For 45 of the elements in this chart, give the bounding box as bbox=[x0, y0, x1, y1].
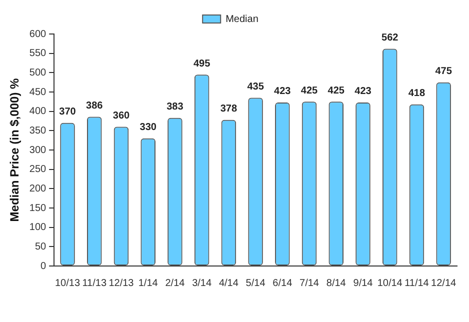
y-tick-label: 550 bbox=[29, 48, 47, 60]
x-tick-label: 10/14 bbox=[377, 278, 403, 289]
x-tick-label: 9/14 bbox=[353, 278, 374, 289]
data-label: 435 bbox=[247, 82, 264, 93]
x-tick-label: 6/14 bbox=[272, 278, 293, 289]
y-tick-label: 50 bbox=[34, 241, 47, 252]
data-label: 475 bbox=[435, 66, 452, 78]
x-tick-label: 8/14 bbox=[326, 278, 346, 289]
x-tick-label: 7/14 bbox=[300, 278, 320, 289]
x-tick-label: 12/13 bbox=[108, 278, 134, 289]
y-tick-label: 300 bbox=[29, 144, 47, 156]
y-tick-label: 400 bbox=[29, 106, 47, 118]
x-tick-label: 5/14 bbox=[246, 278, 266, 289]
y-tick-label: 600 bbox=[29, 28, 47, 40]
x-tick-label: 12/14 bbox=[431, 278, 457, 289]
data-label: 562 bbox=[382, 32, 399, 44]
y-axis-title: Median Price (in $,000) % bbox=[8, 78, 22, 222]
x-tick-label: 1/14 bbox=[138, 278, 158, 289]
data-label: 378 bbox=[220, 104, 238, 115]
x-tick-label: 4/14 bbox=[218, 278, 239, 289]
data-label: 495 bbox=[193, 58, 211, 70]
data-label: 386 bbox=[86, 100, 104, 112]
y-tick-label: 500 bbox=[29, 67, 47, 78]
y-tick-label: 0 bbox=[40, 260, 47, 272]
data-label: 360 bbox=[112, 110, 130, 122]
y-tick-label: 350 bbox=[29, 125, 47, 136]
y-tick-label: 200 bbox=[29, 183, 47, 194]
data-label: 418 bbox=[408, 88, 426, 100]
x-tick-label: 11/14 bbox=[404, 278, 430, 289]
x-tick-label: 3/14 bbox=[192, 278, 212, 289]
y-tick-label: 100 bbox=[29, 222, 47, 234]
x-tick-label: 2/14 bbox=[165, 278, 186, 289]
x-tick-label: 10/13 bbox=[55, 278, 80, 289]
data-label: 330 bbox=[140, 122, 157, 134]
y-tick-label: 150 bbox=[29, 202, 47, 214]
y-tick-label: 450 bbox=[29, 86, 47, 98]
data-label: 425 bbox=[300, 85, 318, 96]
x-tick-label: 11/13 bbox=[82, 278, 107, 289]
y-tick-label: 250 bbox=[29, 164, 47, 176]
legend-label: Median bbox=[226, 14, 258, 25]
data-label: 383 bbox=[166, 102, 184, 113]
data-label: 370 bbox=[59, 106, 76, 118]
data-label: 423 bbox=[354, 86, 372, 98]
data-label: 425 bbox=[328, 85, 345, 96]
data-label: 423 bbox=[274, 86, 292, 98]
